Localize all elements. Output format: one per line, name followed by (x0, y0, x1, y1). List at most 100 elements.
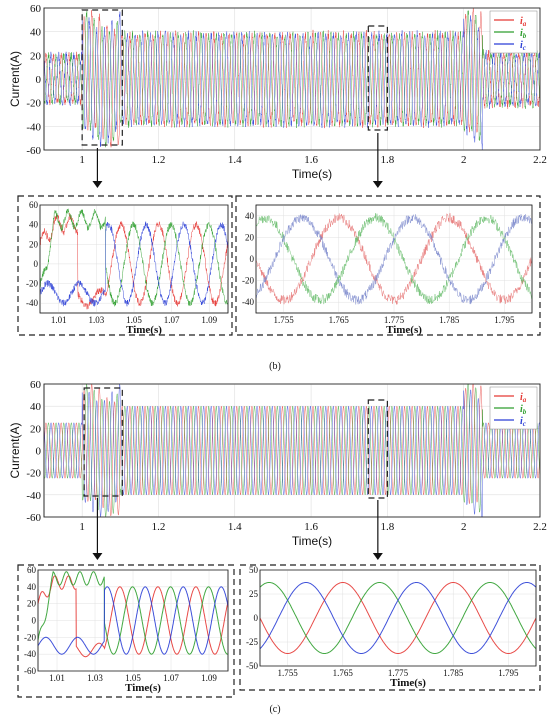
legend-label-ib: ib (520, 28, 527, 40)
x-axis-label: Time(s) (292, 534, 332, 548)
legend-subscript: a (523, 20, 527, 28)
y-tick-label: -60 (26, 512, 41, 524)
y-tick-label: -20 (26, 279, 38, 289)
x-tick-label: 1.01 (51, 315, 67, 325)
series-line-ic (255, 213, 533, 305)
y-tick-label: 0 (36, 74, 42, 86)
x-tick-label: 1 (79, 154, 85, 166)
legend-subscript: c (523, 420, 526, 428)
arrow-head (372, 553, 383, 560)
x-tick-label: 1.765 (329, 315, 350, 325)
x-axis-label: Time(s) (126, 324, 162, 336)
series-line-ib (43, 383, 541, 518)
y-tick-label: 40 (30, 401, 42, 413)
y-tick-label: 60 (30, 3, 42, 15)
y-tick-label: 20 (245, 232, 255, 242)
y-tick-label: -40 (26, 121, 41, 133)
y-tick-label: -60 (24, 666, 36, 676)
zoom-region-box (367, 25, 388, 131)
plot-border (255, 204, 533, 314)
panel-label-b: (b) (269, 361, 281, 372)
main-plot-c: 1 1.2 1.4 1.6 1.8 2 2.2 60 40 20 0 -20 -40 -60 Current… (8, 379, 547, 548)
zoom-group-box (17, 564, 235, 698)
zoom-group-box (239, 564, 541, 691)
x-tick-label: 2 (461, 521, 467, 533)
x-tick-label: 1.795 (498, 668, 519, 678)
series-line-ic (37, 586, 229, 655)
main-plot-b: 1 1.2 1.4 1.6 1.8 2 2.2 60 40 20 0 -20 -40 -60 Current… (8, 3, 547, 181)
x-tick-label: 1.4 (228, 154, 242, 166)
x-tick-label: 1.6 (304, 154, 318, 166)
x-tick-label: 1.8 (381, 154, 395, 166)
zoom-region-box (81, 9, 123, 146)
arrow-head (92, 181, 103, 188)
series-line-ib (37, 570, 228, 655)
zoom-arrow (92, 498, 103, 560)
series-line-ib (43, 10, 541, 148)
x-tick-label: 1.03 (87, 673, 103, 683)
legend-subscript: b (523, 408, 527, 416)
x-tick-label: 1.785 (443, 668, 464, 678)
x-tick-label: 1.4 (228, 521, 242, 533)
legend-label-ib: ib (520, 404, 527, 416)
y-tick-label: 40 (29, 220, 39, 230)
x-tick-label: 1.6 (304, 521, 318, 533)
series-line-ib (39, 208, 229, 307)
y-tick-label: 60 (29, 200, 39, 210)
y-tick-label: 50 (249, 565, 259, 575)
series-line-ic (259, 582, 537, 654)
y-tick-label: 0 (34, 259, 39, 269)
x-tick-label: 1.8 (381, 521, 395, 533)
y-tick-label: -50 (246, 661, 258, 671)
zoom-arrow (92, 148, 103, 188)
y-tick-label: 60 (30, 379, 42, 391)
arrow-head (372, 181, 383, 188)
y-tick-label: 60 (27, 565, 37, 575)
plot-border (43, 383, 541, 518)
zoom-arrow (372, 500, 383, 560)
x-axis-label: Time(s) (292, 167, 332, 181)
x-tick-label: 1.785 (439, 315, 460, 325)
y-tick-label: 0 (32, 616, 37, 626)
y-tick-label: 20 (29, 239, 39, 249)
x-tick-label: 1.05 (126, 315, 142, 325)
zoom-plot-left: 1.01 1.03 1.05 1.07 1.09 60 40 20 0 -20 -40 -60 Time… (24, 565, 229, 694)
plot-border (39, 204, 229, 314)
x-tick-label: 2 (461, 154, 467, 166)
zoom-plot-left: 1.01 1.03 1.05 1.07 1.09 60 40 20 0 -20 -40 Time(s) (26, 200, 229, 336)
series-line-ic (43, 383, 541, 518)
series-line-ia (43, 383, 541, 517)
y-tick-label: -40 (24, 649, 36, 659)
x-tick-label: 1.795 (494, 315, 515, 325)
legend-subscript: c (523, 44, 526, 52)
y-tick-label: -40 (26, 298, 38, 308)
legend-subscript: a (523, 396, 527, 404)
y-tick-label: 40 (245, 211, 255, 221)
x-tick-label: 1.09 (201, 315, 217, 325)
zoom-group-box (17, 195, 233, 336)
y-tick-label: -20 (24, 632, 36, 642)
x-tick-label: 1.775 (388, 668, 409, 678)
plot-border (259, 569, 537, 667)
y-tick-label: 20 (30, 423, 42, 435)
legend-subscript: b (523, 32, 527, 40)
x-tick-label: 1.2 (152, 521, 166, 533)
zoom-region-box (83, 387, 123, 497)
y-tick-label: -20 (26, 98, 41, 110)
x-tick-label: 1.765 (333, 668, 354, 678)
legend-label-ia: ia (520, 16, 527, 28)
y-axis-label: Current(A) (8, 422, 22, 478)
x-tick-label: 2.2 (533, 154, 547, 166)
y-tick-label: -20 (26, 468, 41, 480)
legend-label-ia: ia (520, 392, 527, 404)
y-tick-label: 0 (254, 613, 259, 623)
x-tick-label: 1.755 (273, 315, 294, 325)
x-tick-label: 1.01 (49, 673, 65, 683)
y-tick-label: 20 (30, 50, 42, 62)
y-tick-label: -60 (26, 145, 41, 157)
zoom-region-box (367, 399, 388, 499)
series-line-ia (43, 8, 541, 148)
